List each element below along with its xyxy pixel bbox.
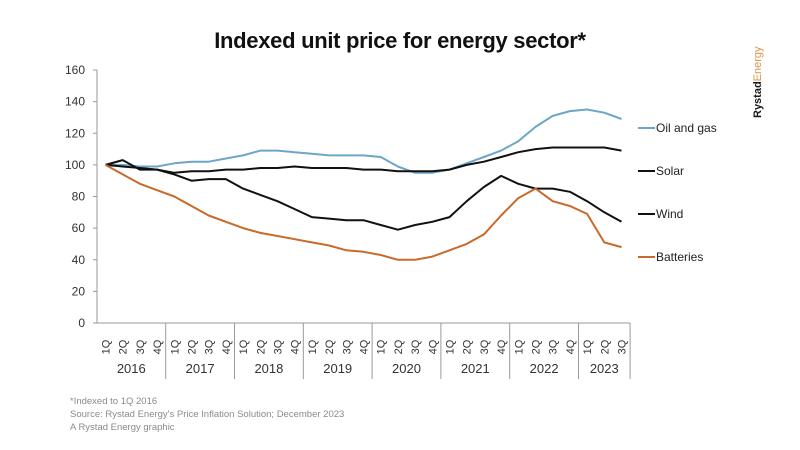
credit-text: A Rystad Energy graphic	[70, 422, 175, 433]
x-tick-label: 2Q	[393, 339, 405, 354]
footer: *Indexed to 1Q 2016 Source: Rystad Energ…	[70, 395, 344, 434]
legend-label-solar: Solar	[656, 164, 684, 178]
x-tick-label: 3Q	[479, 339, 491, 354]
x-tick-label: 4Q	[290, 339, 302, 354]
year-label: 2022	[530, 361, 559, 376]
x-tick-label: 3Q	[204, 339, 216, 354]
legend-label-oil-and-gas: Oil and gas	[656, 121, 717, 135]
y-tick-label: 40	[72, 253, 86, 267]
x-tick-label: 3Q	[548, 339, 560, 354]
y-tick-label: 80	[72, 190, 86, 204]
year-label: 2019	[323, 361, 352, 376]
series-line-oil-and-gas	[105, 108, 622, 174]
x-tick-label: 4Q	[496, 339, 508, 354]
year-label: 2017	[186, 361, 215, 376]
y-tick-label: 120	[65, 126, 85, 140]
footnote: *Indexed to 1Q 2016	[70, 396, 158, 407]
x-tick-label: 3Q	[135, 339, 147, 354]
legend-label-wind: Wind	[656, 207, 683, 221]
year-label: 2016	[117, 361, 146, 376]
y-tick-label: 160	[65, 63, 85, 77]
x-tick-label: 2Q	[462, 339, 474, 354]
year-label: 2023	[590, 361, 619, 376]
x-tick-label: 4Q	[152, 339, 164, 354]
x-tick-label: 1Q	[238, 339, 250, 354]
x-tick-label: 4Q	[427, 339, 439, 354]
y-tick-label: 60	[72, 221, 86, 235]
x-tick-label: 2Q	[255, 339, 267, 354]
x-tick-label: 3Q	[410, 339, 422, 354]
x-tick-label: 4Q	[565, 339, 577, 354]
y-tick-label: 100	[65, 158, 85, 172]
year-label: 2021	[461, 361, 490, 376]
y-tick-label: 140	[65, 95, 85, 109]
x-tick-label: 1Q	[101, 339, 113, 354]
x-tick-label: 1Q	[307, 339, 319, 354]
x-tick-label: 1Q	[513, 339, 525, 354]
x-tick-label: 2Q	[531, 339, 543, 354]
x-tick-label: 3Q	[273, 339, 285, 354]
year-label: 2020	[392, 361, 421, 376]
series-lines	[105, 108, 622, 261]
x-tick-label: 2Q	[324, 339, 336, 354]
x-tick-label: 4Q	[359, 339, 371, 354]
x-tick-label: 1Q	[445, 339, 457, 354]
x-tick-label: 3Q	[341, 339, 353, 354]
x-tick-label: 2Q	[118, 339, 130, 354]
x-tick-label: 3Q	[617, 339, 629, 354]
x-axis: 1Q 2Q 3Q 4Q 1Q 2Q 3Q 4Q 1Q 2Q 3Q 4Q 1Q 2Q 3Q 4Q 1Q 2Q 3Q 4Q…	[101, 323, 631, 379]
x-tick-label: 1Q	[376, 339, 388, 354]
x-tick-label: 4Q	[221, 339, 233, 354]
axes: 0 20 40 60 80 100 120 140 160	[65, 63, 631, 330]
legend-label-batteries: Batteries	[656, 250, 703, 264]
x-tick-label: 1Q	[582, 339, 594, 354]
x-tick-label: 2Q	[187, 339, 199, 354]
source-text: Source: Rystad Energy's Price Inflation …	[70, 409, 345, 420]
x-tick-label: 2Q	[599, 339, 611, 354]
y-tick-label: 20	[72, 284, 86, 298]
chart-title: Indexed unit price for energy sector*	[214, 28, 586, 53]
series-line-solar	[105, 146, 622, 174]
series-line-batteries	[105, 164, 622, 261]
x-tick-label: 1Q	[169, 339, 181, 354]
year-label: 2018	[254, 361, 283, 376]
y-tick-label: 0	[78, 316, 85, 330]
legend: Oil and gas Solar Wind Batteries	[638, 121, 717, 264]
